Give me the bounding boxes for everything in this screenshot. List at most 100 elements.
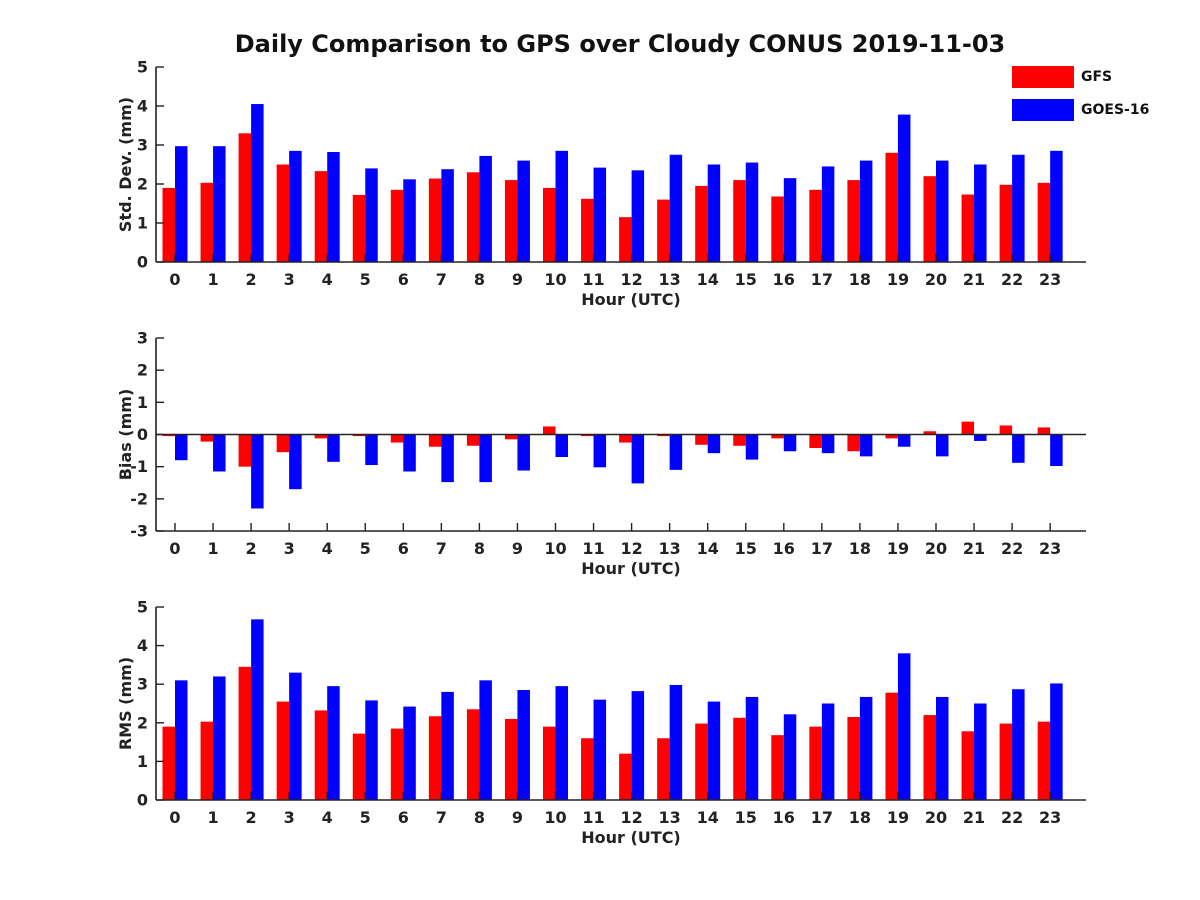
bar-std-gfs-8 [466, 172, 480, 262]
bar-bias-goes16-16 [783, 434, 797, 452]
bar-rms-gfs-16 [771, 735, 784, 800]
x-tick-label-rms-10: 10 [544, 808, 566, 827]
bar-bias-goes16-14 [707, 434, 721, 454]
bar-rms-gfs-8 [466, 709, 480, 800]
x-tick-label-rms-22: 22 [1001, 808, 1023, 827]
bar-std-goes16-16 [783, 178, 797, 262]
bar-bias-gfs-12 [619, 434, 632, 443]
x-tick-label-rms-21: 21 [963, 808, 985, 827]
x-tick-label-rms-11: 11 [582, 808, 604, 827]
bar-rms-gfs-9 [504, 718, 518, 800]
x-tick-label-std-21: 21 [963, 270, 985, 289]
bar-std-goes16-11 [593, 167, 607, 262]
bar-rms-goes16-3 [289, 672, 302, 800]
x-tick-label-bias-10: 10 [544, 539, 566, 558]
bar-std-goes16-21 [974, 164, 987, 262]
x-tick-label-bias-14: 14 [697, 539, 719, 558]
x-tick-label-bias-21: 21 [963, 539, 985, 558]
bar-std-goes16-6 [403, 179, 416, 262]
x-tick-label-rms-17: 17 [811, 808, 833, 827]
bar-bias-goes16-4 [327, 434, 340, 462]
bar-std-goes16-2 [251, 104, 264, 262]
bar-bias-goes16-13 [669, 434, 683, 470]
bar-std-goes16-15 [745, 162, 759, 262]
bar-rms-goes16-1 [213, 676, 226, 800]
bar-bias-gfs-11 [581, 434, 594, 437]
y-tick-label-bias--3: -3 [130, 522, 148, 541]
bar-std-gfs-5 [352, 194, 366, 262]
x-axis-label-rms: Hour (UTC) [581, 828, 681, 847]
bar-rms-goes16-18 [859, 696, 873, 800]
y-tick-label-bias--1: -1 [130, 457, 148, 476]
bar-std-goes16-20 [936, 160, 949, 262]
bar-rms-goes16-11 [593, 699, 607, 800]
bar-bias-goes16-10 [555, 434, 568, 458]
bar-rms-goes16-21 [974, 703, 987, 800]
bar-std-goes16-4 [327, 152, 340, 262]
x-tick-label-rms-0: 0 [169, 808, 180, 827]
x-tick-label-rms-19: 19 [887, 808, 909, 827]
x-tick-label-std-6: 6 [398, 270, 409, 289]
x-tick-label-bias-1: 1 [207, 539, 218, 558]
bar-bias-gfs-3 [276, 434, 290, 453]
x-tick-label-bias-16: 16 [773, 539, 795, 558]
bar-rms-goes16-2 [251, 619, 264, 800]
x-tick-label-std-9: 9 [512, 270, 523, 289]
bar-bias-gfs-16 [771, 434, 784, 439]
bar-std-gfs-18 [847, 180, 860, 262]
bar-rms-goes16-22 [1012, 689, 1025, 800]
bar-std-gfs-16 [771, 196, 784, 262]
bar-bias-goes16-2 [251, 434, 264, 509]
x-tick-label-std-4: 4 [322, 270, 333, 289]
bar-rms-gfs-15 [733, 717, 746, 800]
y-tick-label-std-2: 2 [137, 175, 148, 194]
y-tick-label-bias-1: 1 [137, 393, 148, 412]
bar-bias-goes16-5 [365, 434, 378, 466]
bar-std-goes16-9 [517, 160, 530, 262]
y-tick-label-rms-1: 1 [137, 752, 148, 771]
bar-rms-gfs-19 [885, 692, 898, 800]
x-tick-label-rms-7: 7 [436, 808, 447, 827]
bar-std-gfs-10 [543, 187, 556, 262]
x-tick-label-bias-0: 0 [169, 539, 180, 558]
bar-bias-goes16-15 [745, 434, 759, 460]
bar-bias-gfs-1 [200, 434, 214, 442]
y-tick-label-bias-0: 0 [137, 425, 148, 444]
bar-rms-goes16-6 [403, 706, 416, 800]
bar-bias-gfs-8 [466, 434, 480, 446]
x-tick-label-bias-15: 15 [735, 539, 757, 558]
bar-bias-gfs-0 [162, 434, 175, 437]
bar-bias-gfs-23 [1037, 427, 1051, 435]
bar-std-goes16-12 [631, 170, 645, 262]
bar-std-gfs-14 [695, 185, 708, 262]
legend-label-goes16: GOES-16 [1081, 101, 1150, 118]
bar-rms-goes16-19 [897, 653, 911, 800]
x-tick-label-bias-7: 7 [436, 539, 447, 558]
x-tick-label-std-3: 3 [284, 270, 295, 289]
bar-bias-goes16-11 [593, 434, 607, 468]
bar-rms-gfs-22 [999, 723, 1013, 800]
bar-std-gfs-12 [619, 217, 632, 262]
y-tick-label-std-3: 3 [137, 136, 148, 155]
bar-rms-gfs-10 [543, 726, 556, 800]
bar-rms-goes16-13 [669, 684, 683, 800]
bar-std-gfs-2 [238, 133, 252, 262]
bar-std-gfs-17 [809, 189, 822, 262]
x-tick-label-std-1: 1 [207, 270, 218, 289]
x-tick-label-rms-18: 18 [849, 808, 871, 827]
bar-bias-goes16-19 [897, 434, 911, 447]
x-tick-label-std-8: 8 [474, 270, 485, 289]
bar-std-gfs-6 [390, 189, 404, 262]
bar-bias-gfs-4 [314, 434, 328, 439]
x-tick-label-rms-1: 1 [207, 808, 218, 827]
legend-swatch-goes16 [1012, 98, 1074, 121]
y-tick-label-bias-3: 3 [137, 329, 148, 348]
x-tick-label-rms-15: 15 [735, 808, 757, 827]
bar-bias-gfs-14 [695, 434, 708, 445]
x-tick-label-std-13: 13 [659, 270, 681, 289]
x-tick-label-bias-5: 5 [360, 539, 371, 558]
x-tick-label-std-23: 23 [1039, 270, 1061, 289]
bar-bias-goes16-1 [213, 434, 226, 472]
bar-bias-gfs-15 [733, 434, 746, 446]
